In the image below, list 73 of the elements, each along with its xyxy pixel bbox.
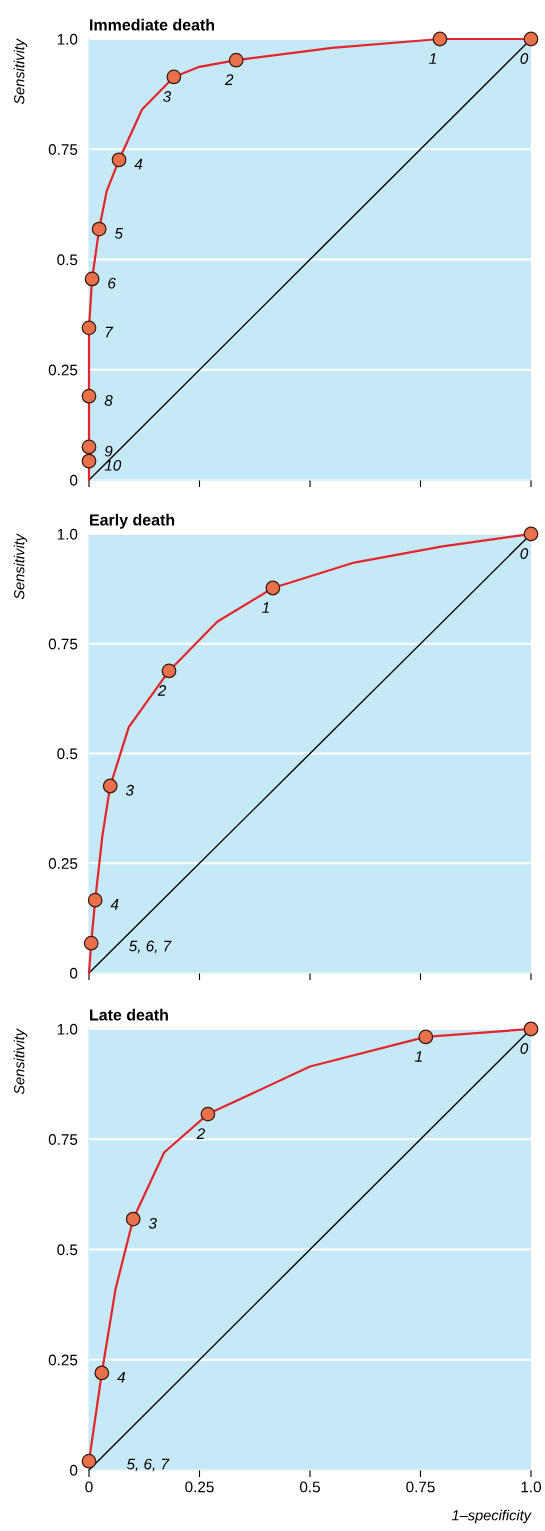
annotation: 1 (429, 53, 436, 64)
point (265, 580, 281, 596)
point (166, 69, 182, 85)
point (81, 1453, 97, 1469)
y-tick-label: 0 (69, 474, 78, 486)
point (111, 152, 127, 168)
point (161, 663, 177, 679)
annotation: 5, 6, 7 (129, 940, 172, 954)
y-tick-label: 0 (69, 1464, 78, 1476)
point (83, 935, 99, 951)
y-axis-title: Sensitivity (13, 38, 28, 105)
y-tick-label: 0.25 (48, 364, 78, 376)
point (228, 52, 244, 68)
y-tick-label: 0.5 (57, 1244, 78, 1256)
y-tick-label: 0.75 (48, 1134, 78, 1145)
annotation: 1 (415, 1051, 422, 1062)
annotation: 5 (114, 228, 123, 239)
annotation: 4 (117, 1371, 126, 1383)
annotation: 4 (134, 158, 143, 170)
annotation: 8 (104, 395, 113, 406)
y-axis-title: Sensitivity (13, 1028, 28, 1095)
y-tick-label: 0.75 (48, 638, 78, 650)
y-tick-label: 0.25 (48, 858, 78, 869)
y-tick-label: 0.5 (57, 748, 78, 760)
annotation: 9 (104, 445, 113, 457)
annotation: 0 (520, 1043, 529, 1054)
annotation: 4 (110, 899, 119, 910)
point (523, 526, 539, 542)
annotation: 2 (157, 685, 167, 696)
annotation: 0 (520, 53, 529, 64)
point (91, 221, 107, 237)
annotation: 3 (125, 784, 134, 796)
point (523, 1021, 539, 1037)
annotation: 3 (163, 91, 172, 102)
annotation: 2 (196, 1128, 205, 1139)
y-axis-title: Sensitivity (13, 533, 28, 600)
point (84, 271, 100, 287)
annotation: 2 (224, 74, 234, 85)
x-axis-title: 1–specificity (451, 1509, 532, 1524)
y-tick-label: 0.5 (57, 254, 78, 266)
point (81, 388, 97, 404)
x-tick-label: 0.75 (406, 1481, 435, 1493)
x-tick-label: 0.5 (299, 1481, 320, 1493)
point (87, 892, 103, 908)
annotation: 7 (105, 326, 114, 338)
point (94, 1365, 110, 1381)
chart-title: Immediate death (90, 18, 215, 31)
point (200, 1106, 216, 1122)
point (81, 453, 97, 469)
chart-title: Late death (90, 1008, 168, 1021)
point (102, 778, 118, 794)
y-tick-label: 0.75 (48, 144, 78, 155)
y-tick-label: 1.0 (57, 528, 78, 540)
point (81, 439, 97, 455)
annotation: 6 (108, 277, 116, 289)
annotation: 3 (148, 1217, 157, 1229)
annotation: 0 (520, 548, 529, 559)
x-tick-label: 0 (85, 1481, 93, 1493)
y-tick-label: 0.25 (48, 1354, 78, 1366)
y-tick-label: 1.0 (57, 33, 78, 45)
point (418, 1029, 434, 1045)
point (81, 320, 97, 336)
chart-title: Early death (90, 513, 175, 529)
point (125, 1211, 141, 1227)
annotation: 5, 6, 7 (126, 1458, 170, 1472)
y-tick-label: 0 (69, 967, 78, 979)
point (432, 31, 448, 47)
y-tick-label: 1.0 (57, 1023, 78, 1035)
x-tick-label: 1.0 (521, 1481, 542, 1493)
annotation: 10 (104, 459, 122, 471)
point (523, 31, 539, 47)
annotation: 1 (262, 602, 269, 613)
x-tick-label: 0.25 (185, 1481, 214, 1493)
